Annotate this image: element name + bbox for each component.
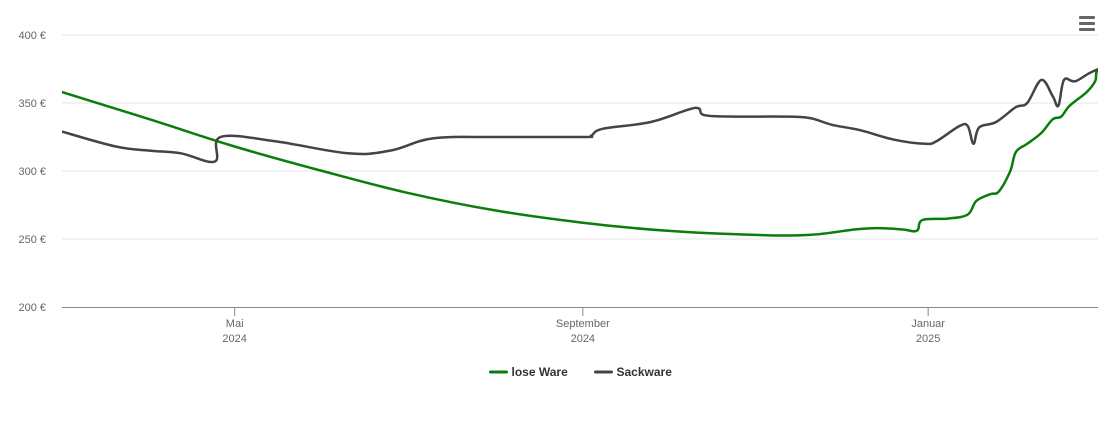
x-tick-label-year: 2025 xyxy=(916,333,940,345)
hamburger-menu-icon-bar xyxy=(1079,27,1095,31)
x-tick-label-year: 2024 xyxy=(571,333,595,345)
y-tick-label: 200 € xyxy=(18,302,46,314)
series-line-sackware xyxy=(62,67,1098,164)
y-tick-label: 350 € xyxy=(18,98,46,110)
x-tick-label-month: Mai xyxy=(226,318,244,330)
legend: lose Ware Sackware xyxy=(489,365,673,379)
y-tick-label: 300 € xyxy=(18,166,46,178)
hamburger-menu-icon xyxy=(1079,15,1095,19)
x-tick-label-month: Januar xyxy=(911,318,945,330)
series-lines xyxy=(62,67,1098,237)
legend-label: lose Ware xyxy=(512,365,569,379)
x-axis: Mai 2024 September 2024 Januar 2025 xyxy=(62,307,1098,345)
chart-menu-button[interactable] xyxy=(1076,12,1098,34)
y-axis-labels: 200 € 250 € 300 € 350 € 400 € xyxy=(18,30,46,314)
y-tick-label: 400 € xyxy=(18,30,46,42)
legend-label: Sackware xyxy=(617,365,673,379)
y-tick-label: 250 € xyxy=(18,234,46,246)
legend-item[interactable]: lose Ware xyxy=(489,365,569,379)
series-line-lose-ware xyxy=(62,69,1098,237)
grid-lines xyxy=(62,34,1098,240)
hamburger-menu-icon-bar xyxy=(1079,21,1095,25)
x-tick-label-month: September xyxy=(556,318,610,330)
x-tick-label-year: 2024 xyxy=(222,333,246,345)
legend-item[interactable]: Sackware xyxy=(594,365,673,379)
